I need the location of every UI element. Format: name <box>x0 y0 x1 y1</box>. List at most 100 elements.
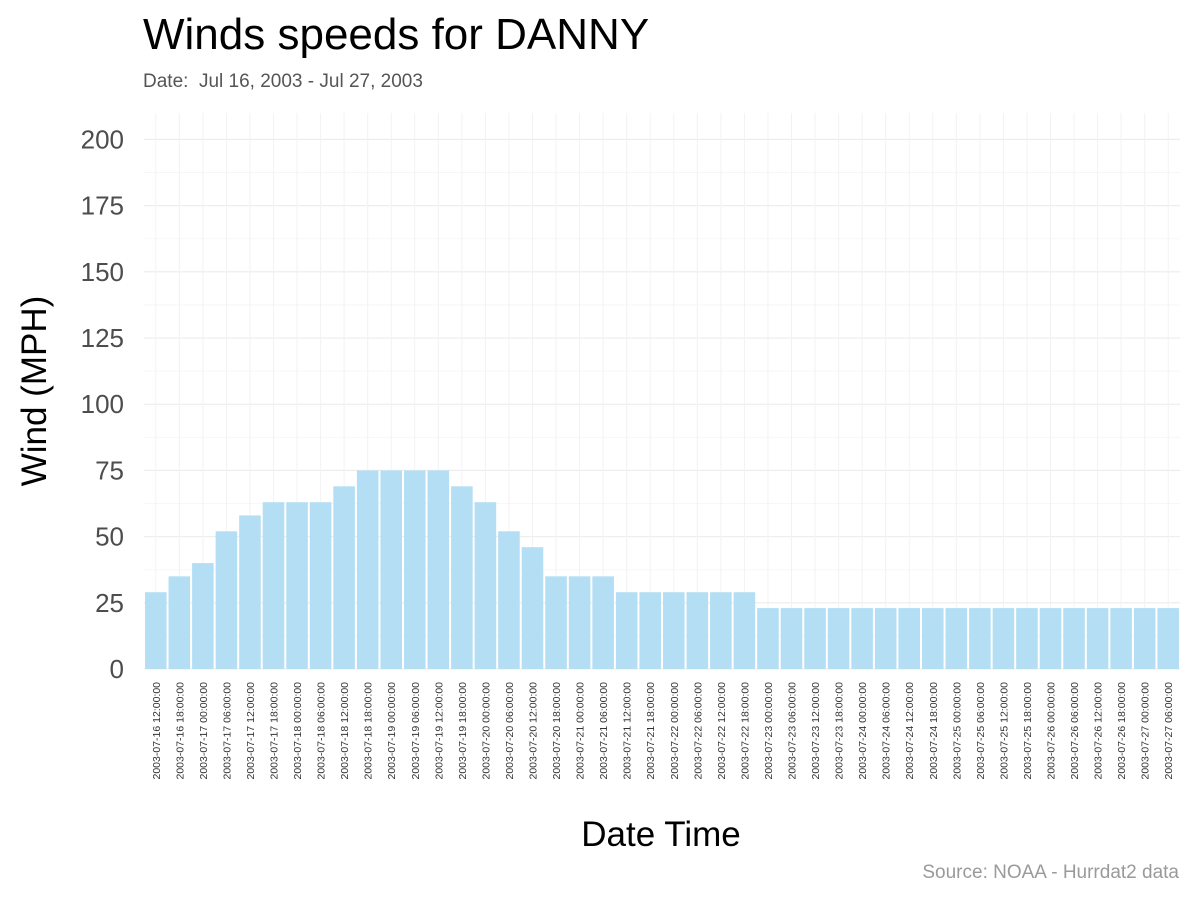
y-axis-label: Wind (MPH) <box>15 296 54 487</box>
x-tick-label: 2003-07-21 18:00:00 <box>645 682 657 780</box>
x-tick-label: 2003-07-19 18:00:00 <box>457 682 469 780</box>
x-tick-label: 2003-07-23 12:00:00 <box>810 682 822 780</box>
chart-title: Winds speeds for DANNY <box>143 10 650 59</box>
x-tick-label: 2003-07-21 06:00:00 <box>598 682 610 780</box>
bar <box>145 592 167 669</box>
bar <box>592 576 614 669</box>
bar <box>945 608 968 669</box>
bar <box>1039 608 1062 669</box>
x-tick-label: 2003-07-24 06:00:00 <box>881 682 893 780</box>
y-tick-label: 75 <box>95 455 124 485</box>
bar <box>168 576 191 669</box>
x-tick-label: 2003-07-19 00:00:00 <box>386 682 398 780</box>
bar <box>215 531 238 669</box>
x-tick-label: 2003-07-21 12:00:00 <box>622 682 634 780</box>
bar <box>568 576 591 669</box>
y-tick-label: 125 <box>81 323 124 353</box>
x-tick-label: 2003-07-24 18:00:00 <box>928 682 940 780</box>
bar <box>404 470 426 669</box>
y-tick-label: 100 <box>81 389 124 419</box>
bar <box>615 592 638 669</box>
bar <box>1157 608 1179 669</box>
y-tick-label: 175 <box>81 191 124 221</box>
bar <box>309 502 332 669</box>
x-tick-label: 2003-07-27 00:00:00 <box>1140 682 1152 780</box>
bar <box>874 608 897 669</box>
bar <box>521 547 544 669</box>
bar <box>427 470 450 669</box>
bar <box>757 608 779 669</box>
x-tick-label: 2003-07-20 18:00:00 <box>551 682 563 780</box>
bar <box>262 502 285 669</box>
bar <box>827 608 850 669</box>
x-tick-label: 2003-07-18 00:00:00 <box>292 682 304 780</box>
y-tick-label: 150 <box>81 257 124 287</box>
x-tick-label: 2003-07-20 00:00:00 <box>480 682 492 780</box>
bar <box>1016 608 1038 669</box>
y-tick-label: 200 <box>81 124 124 154</box>
bar <box>851 608 873 669</box>
x-tick-label: 2003-07-26 06:00:00 <box>1069 682 1081 780</box>
bar <box>922 608 944 669</box>
x-tick-label: 2003-07-17 06:00:00 <box>221 682 233 780</box>
bar <box>545 576 567 669</box>
x-tick-label: 2003-07-25 18:00:00 <box>1022 682 1034 780</box>
bar <box>733 592 756 669</box>
bar <box>356 470 379 669</box>
chart-caption: Source: NOAA - Hurrdat2 data <box>922 862 1179 883</box>
x-tick-label: 2003-07-25 00:00:00 <box>951 682 963 780</box>
x-tick-label: 2003-07-17 18:00:00 <box>269 682 281 780</box>
bar <box>474 502 497 669</box>
bar <box>380 470 402 669</box>
x-axis-label: Date Time <box>581 815 741 854</box>
x-tick-label: 2003-07-25 12:00:00 <box>998 682 1010 780</box>
bar <box>1133 608 1156 669</box>
x-tick-label: 2003-07-23 18:00:00 <box>834 682 846 780</box>
y-tick-label: 50 <box>95 522 124 552</box>
bar <box>1063 608 1085 669</box>
bar <box>969 608 991 669</box>
x-tick-label: 2003-07-26 18:00:00 <box>1116 682 1128 780</box>
x-tick-label: 2003-07-25 06:00:00 <box>975 682 987 780</box>
bar <box>639 592 661 669</box>
x-tick-label: 2003-07-20 06:00:00 <box>504 682 516 780</box>
x-tick-label: 2003-07-23 06:00:00 <box>787 682 799 780</box>
bar <box>992 608 1015 669</box>
x-tick-label: 2003-07-22 06:00:00 <box>692 682 704 780</box>
x-tick-label: 2003-07-23 00:00:00 <box>763 682 775 780</box>
bar <box>710 592 732 669</box>
bar <box>192 563 214 669</box>
bar <box>1086 608 1109 669</box>
bar <box>498 531 520 669</box>
x-tick-label: 2003-07-26 00:00:00 <box>1046 682 1058 780</box>
x-tick-label: 2003-07-22 12:00:00 <box>716 682 728 780</box>
x-tick-label: 2003-07-17 00:00:00 <box>198 682 210 780</box>
x-tick-label: 2003-07-17 12:00:00 <box>245 682 257 780</box>
x-tick-label: 2003-07-19 06:00:00 <box>410 682 422 780</box>
x-tick-label: 2003-07-19 12:00:00 <box>433 682 445 780</box>
bars <box>145 470 1179 669</box>
bar <box>286 502 308 669</box>
x-axis-ticks: 2003-07-16 12:00:00 2003-07-16 18:00:00 20… <box>151 682 1175 780</box>
x-tick-label: 2003-07-27 06:00:00 <box>1163 682 1175 780</box>
x-tick-label: 2003-07-18 18:00:00 <box>363 682 375 780</box>
bar <box>780 608 803 669</box>
x-tick-label: 2003-07-16 12:00:00 <box>151 682 163 780</box>
bar <box>1110 608 1132 669</box>
x-tick-label: 2003-07-16 18:00:00 <box>174 682 186 780</box>
x-tick-label: 2003-07-24 12:00:00 <box>904 682 916 780</box>
x-tick-label: 2003-07-22 18:00:00 <box>739 682 751 780</box>
y-tick-label: 0 <box>110 654 124 684</box>
bar <box>686 592 709 669</box>
y-axis-ticks: 0 25 50 75 100 125 150 175 200 <box>81 124 124 684</box>
x-tick-label: 2003-07-24 00:00:00 <box>857 682 869 780</box>
bar <box>898 608 920 669</box>
bar <box>333 486 355 669</box>
bar <box>239 515 261 669</box>
bar <box>451 486 473 669</box>
x-tick-label: 2003-07-20 12:00:00 <box>528 682 540 780</box>
y-tick-label: 25 <box>95 588 124 618</box>
bar <box>804 608 826 669</box>
bar <box>663 592 685 669</box>
